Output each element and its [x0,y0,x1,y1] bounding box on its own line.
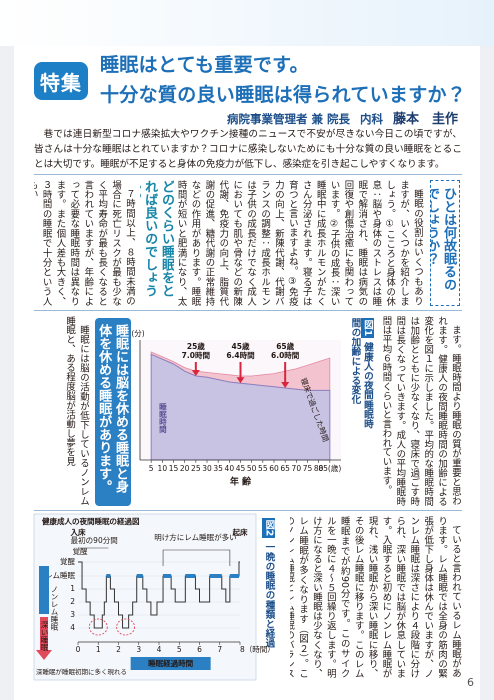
annotation-arrowhead [281,382,290,388]
x-tick-label: 5 [177,645,182,654]
caption-text: 健康人の夜間睡眠時間の加齢による変化 [349,318,373,429]
awake-label: 覚醒 [73,546,88,556]
section-body: ７時間以上、８時間未満の場合に死亡リスクが最も少なく平均寿命が最も長くなると言わ… [34,180,135,306]
series-label: 睡眠時間 [158,402,167,435]
figure-caption: 図1健康人の夜間睡眠時間の加齢による変化 [348,318,374,438]
first90-label: 最初の90分間 [71,535,118,545]
level-label: 1 [70,584,75,593]
rise-label: 起床 [232,527,248,537]
author-title: 病院事業管理者 兼 院長 [226,112,350,126]
deep-arrow [36,617,52,660]
figure-caption: 図2 一晩の睡眠の種類と経過 [262,518,276,648]
x-tick-label: 15 [169,464,179,473]
nonrem-label: ノンレム睡眠 [50,586,59,631]
x-tick-label: 35 [213,464,223,473]
x-tick-label: 25 [191,464,201,473]
x-tick-label: 50 [247,464,257,473]
x-tick-label: 4 [157,645,162,654]
rule [34,510,462,511]
caption-number: 図2 [262,518,276,539]
title: 睡眠はとても重要です。 [100,54,309,76]
x-tick-label: 1 [96,645,101,654]
x-tick-label: 65 [280,464,290,473]
annotation: 7.0時間 [182,350,211,360]
x-tick-label: 10 [158,464,168,473]
annotation: 65歳 [276,341,294,351]
level-label: レム睡眠 [45,571,75,580]
level-label: 2 [70,597,75,606]
annotation-arrowhead [236,377,245,384]
annotation: 45歳 [232,341,250,351]
title: 十分な質の良い睡眠は得られていますか？ [100,84,467,106]
hypnogram [78,561,240,629]
intro: 巷では連日新型コロナ感染拡大やワクチン接種のニュースで不安が尽きない今日この頃で… [34,129,462,170]
y-unit: (分) [131,329,144,338]
x-tick-label: 30 [202,464,212,473]
section-heading: ひとは何故眠るのでしょうか？ [430,180,460,306]
fig2-frame [33,513,257,681]
stage-axis-box [39,566,49,614]
x-tick-label: 85(歳) [318,463,341,473]
rule [34,174,462,175]
x-tick-label: 3 [136,645,141,654]
annotation-arrowhead [191,370,200,376]
corner [0,0,494,46]
author-dept: 内科 [359,112,383,126]
section-body: 睡眠の役割はいくつもありますが、いくつかを紹介しましょう。①こころと身体の休息：… [178,180,423,306]
x-tick-label: 80 [314,464,324,473]
author: 病院事業管理者 兼 院長 内科 藤本 圭作 [217,108,458,127]
x-axis-label: 年 齢 [230,476,252,488]
page-number: 6 [467,676,474,689]
level-label: 4 [70,623,75,632]
dawn-bracket [162,549,231,566]
level-label: 覚醒 [60,556,75,566]
section-body: ていると言われているレム睡眠があります。レム睡眠では全身の筋肉の緊張が低下し身体… [290,516,461,678]
deep-early-label: 深睡眠が睡眠初期に多く現れる [36,667,127,676]
section-heading: どのくらい睡眠をとれば良いのでしょうか。 [140,180,174,297]
edge [480,0,494,700]
section-body: ます。睡眠時間より睡眠の質が重要と思われます。健康人の夜間睡眠時間の加齢による変… [380,316,461,506]
deep-arrow-label: 深い睡眠 [40,621,49,652]
caption-number: 図1 [360,318,374,339]
annotation: 6.4時間 [226,350,255,360]
rule [34,310,462,311]
x-tick-label: 8（時間） [240,645,275,654]
x-tick-label: 70 [292,464,302,473]
annotation: 25歳 [187,341,205,351]
sleep-area [150,353,331,461]
x-tick-label: 60 [269,464,279,473]
dawn-label: 明け方にレム睡眠が多い [154,532,236,542]
x-tick-label: 75 [303,464,313,473]
edge [0,0,14,700]
badge: 特集 [34,62,88,100]
caption-text: 一晩の睡眠の種類と経過 [263,542,275,648]
x-tick-label: 20 [180,464,190,473]
x-tick-label: 5 [149,464,154,473]
x-tick-label: 0 [76,645,81,654]
x-tick-label: 45 [236,464,246,473]
section-heading: 睡眠には脳を休める睡眠と身体を休める睡眠があります。 [95,318,131,506]
x-tick-label: 2 [116,645,121,654]
x-tick-label: 55 [258,464,268,473]
x-tick-label: 40 [225,464,235,473]
fig2-title: 健康成人の夜間睡眠の経過図 [41,516,140,526]
x-tick-label: 6 [197,645,202,654]
x-tick-label: 7 [217,645,222,654]
level-label: 3 [70,610,75,619]
x-axis-label: 睡眠経過時間 [148,658,193,668]
section-body: 睡眠には脳の活動が低下しているノンレム睡眠と、ある程度脳が活動し夢を見 [64,316,89,506]
bed-label: 入床 [71,527,86,537]
annotation: 6.0時間 [271,350,300,360]
deep-mark [116,618,136,636]
author-name: 藤本 圭作 [392,112,458,127]
deep-mark [88,618,108,636]
x-label-box [130,657,211,670]
